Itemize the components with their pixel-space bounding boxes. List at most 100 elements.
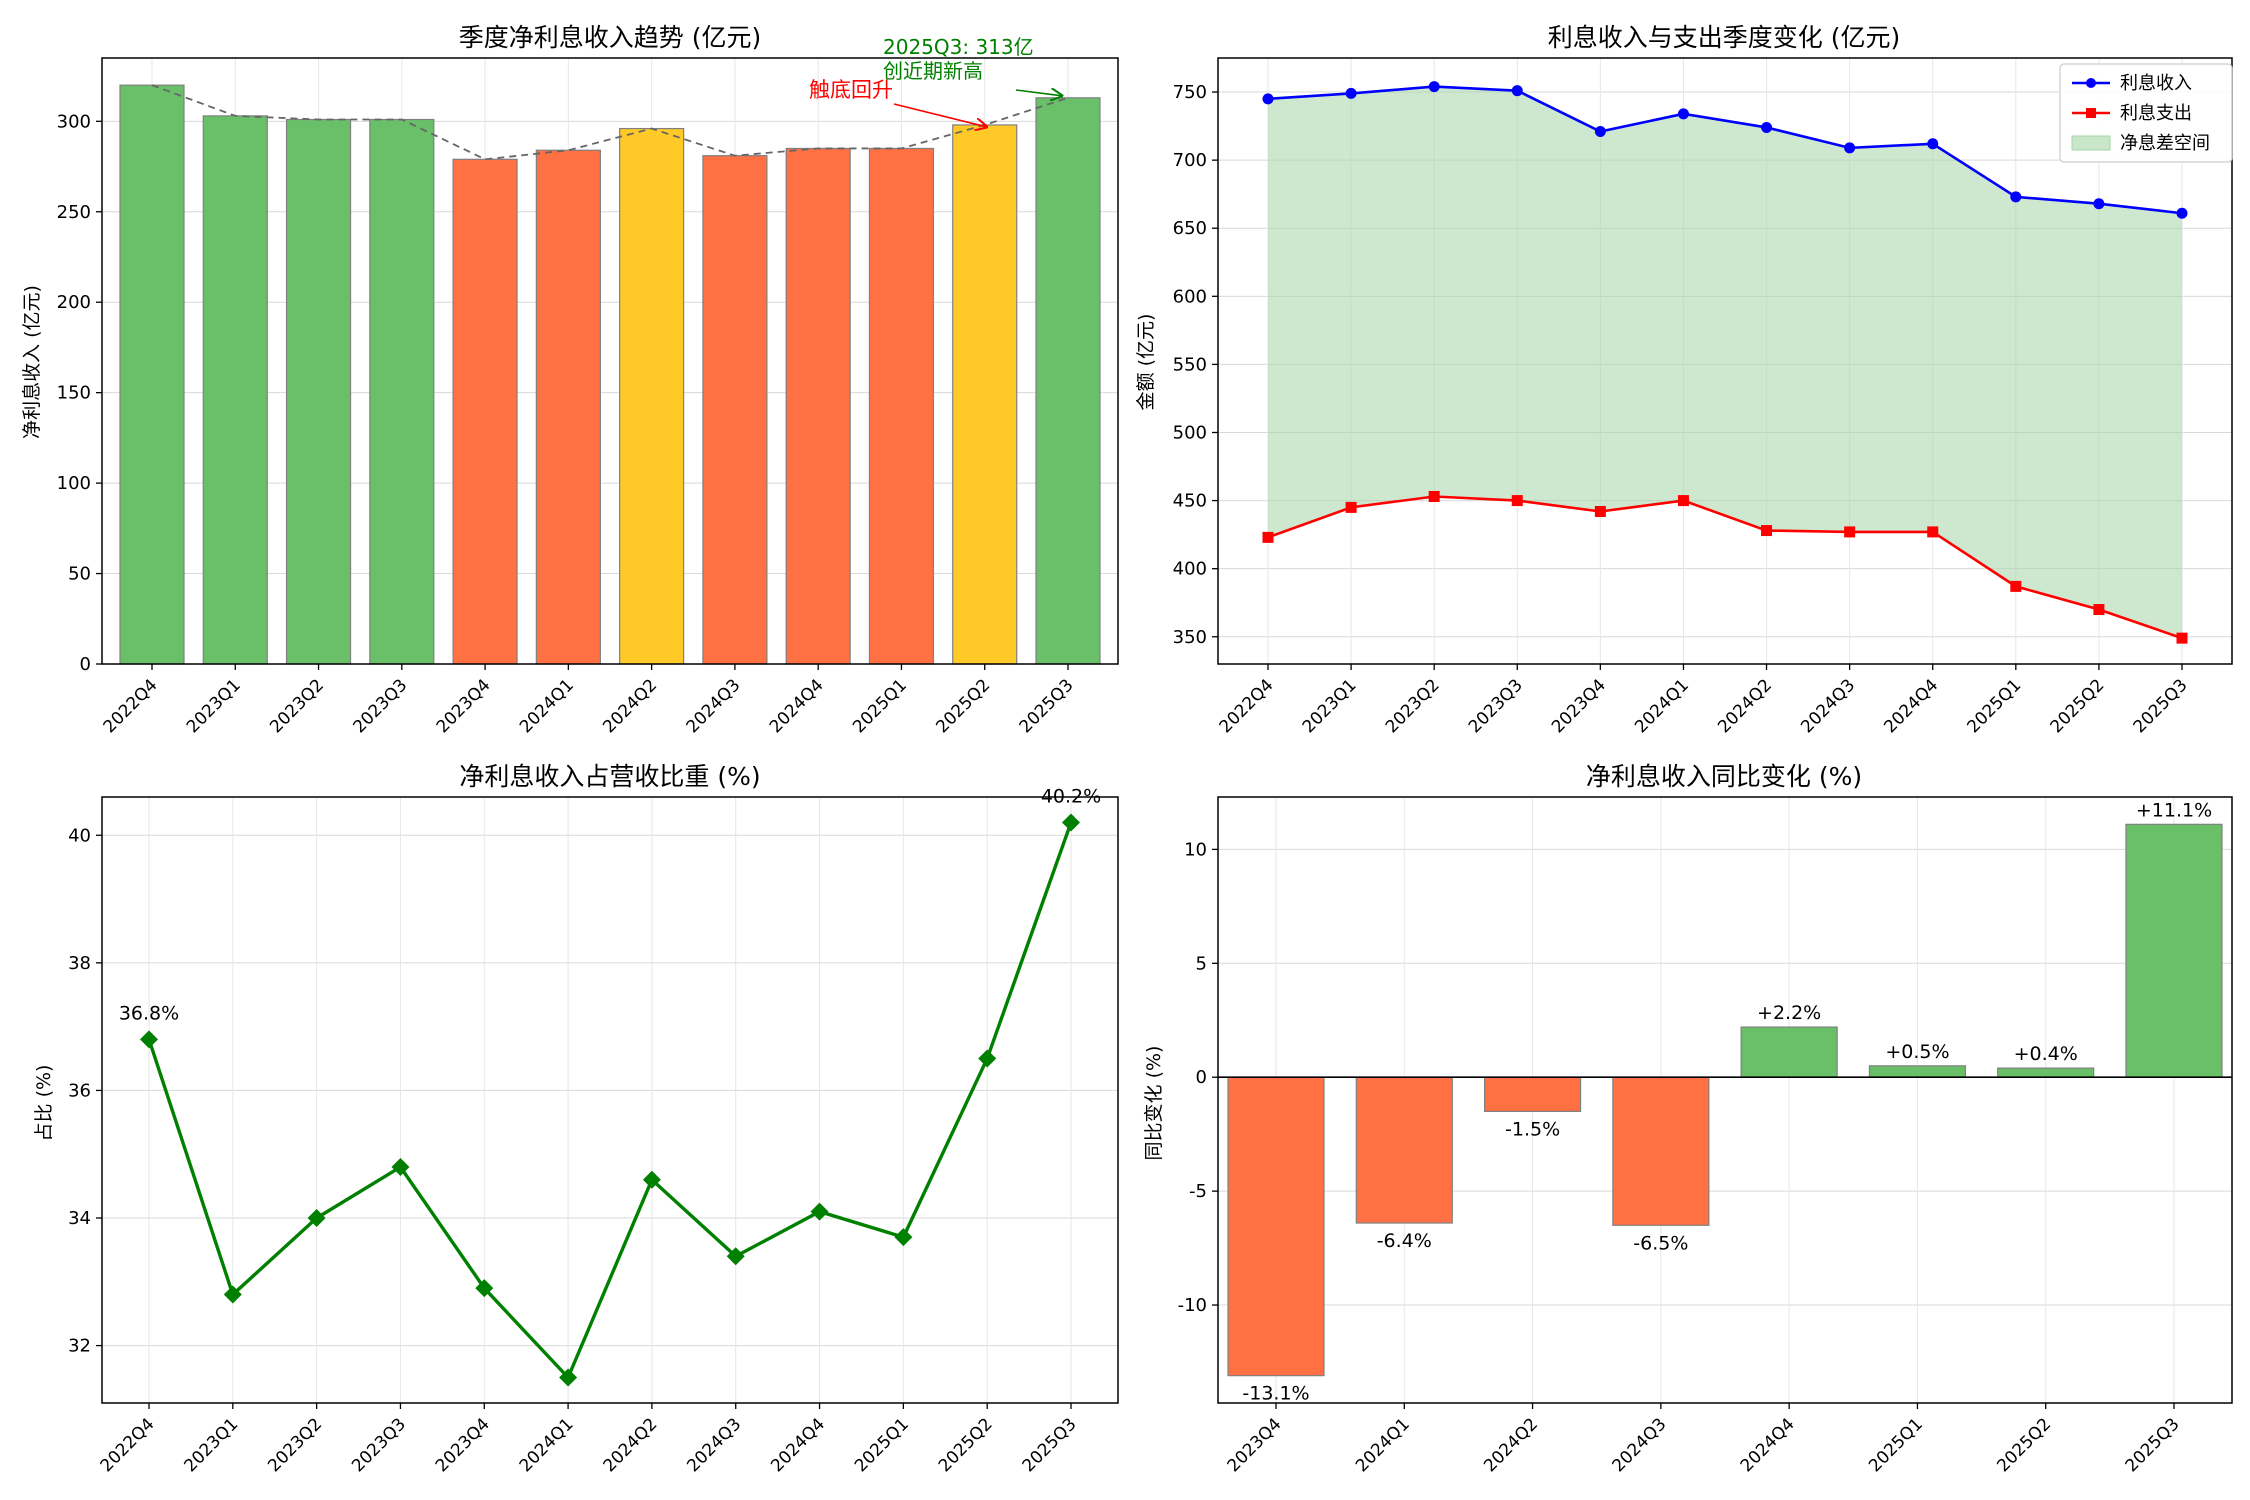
p2-xtick-label-4: 2023Q4 bbox=[1548, 675, 1610, 737]
p1-bar-2024Q2 bbox=[619, 127, 685, 665]
p4-bar-label-2024Q3: -6.5% bbox=[1633, 1232, 1688, 1254]
p4-xtick-label-0: 2023Q4 bbox=[1224, 1414, 1286, 1476]
p1-ytick-label-1: 50 bbox=[68, 564, 91, 585]
p2-ytick-label-5: 600 bbox=[1173, 286, 1207, 307]
p2-point-expense-2024Q2 bbox=[1761, 525, 1773, 537]
p3-point-2025Q2 bbox=[978, 1049, 997, 1068]
p3-ytick-label-0: 32 bbox=[68, 1336, 91, 1357]
p1-ytick-label-4: 200 bbox=[57, 292, 91, 313]
p4-bar-label-2024Q1: -6.4% bbox=[1377, 1230, 1432, 1252]
p1-xtick-label-0: 2022Q4 bbox=[100, 675, 162, 737]
p1-bar-2024Q1 bbox=[535, 149, 601, 665]
p2-ylabel: 金额 (亿元) bbox=[1135, 314, 1157, 411]
p3-xtick-label-11: 2025Q3 bbox=[1019, 1414, 1081, 1476]
p4-xtick-label-5: 2025Q1 bbox=[1865, 1414, 1927, 1476]
p3-point-label-0: 36.8% bbox=[119, 1002, 179, 1024]
p1-xtick-label-9: 2025Q1 bbox=[849, 675, 911, 737]
p1-title: 季度净利息收入趋势 (亿元) bbox=[459, 23, 761, 52]
p1-xtick-label-3: 2023Q3 bbox=[350, 675, 412, 737]
p1-xtick-label-4: 2023Q4 bbox=[433, 675, 495, 737]
legend-spread-swatch bbox=[2071, 135, 2111, 151]
p1-annotation-peak-line1: 2025Q3: 313亿 bbox=[883, 35, 1034, 59]
p1-ytick-label-3: 150 bbox=[57, 383, 91, 404]
p2-xtick-label-7: 2024Q3 bbox=[1797, 675, 1859, 737]
p4-bar-label-2025Q3: +11.1% bbox=[2136, 799, 2212, 821]
p3-point-2025Q1 bbox=[894, 1228, 913, 1247]
p1-axes-frame bbox=[101, 57, 1119, 665]
p1-bar-2024Q4 bbox=[785, 147, 851, 665]
p3-share-line bbox=[147, 821, 1073, 1381]
p1-bar-2025Q2 bbox=[952, 124, 1018, 665]
p3-xtick-label-2: 2023Q2 bbox=[264, 1414, 326, 1476]
p3-point-2024Q3 bbox=[726, 1247, 745, 1266]
p4-title: 净利息收入同比变化 (%) bbox=[1586, 762, 1862, 791]
p3-ytick-label-4: 40 bbox=[68, 825, 91, 846]
p2-ytick-label-2: 450 bbox=[1173, 491, 1207, 512]
p3-point-2023Q3 bbox=[391, 1157, 410, 1176]
p2-point-income-2022Q4 bbox=[1262, 93, 1274, 105]
p2-point-expense-2025Q1 bbox=[2010, 580, 2022, 592]
panel-nii-yoy-change: 净利息收入同比变化 (%) 同比变化 (%) -10 -5 0 5 10 2023Q4 20… bbox=[1143, 762, 2233, 1476]
p2-title: 利息收入与支出季度变化 (亿元) bbox=[1548, 23, 1900, 52]
p2-point-income-2025Q3 bbox=[2176, 207, 2188, 219]
p2-point-income-2023Q1 bbox=[1345, 87, 1357, 99]
p2-point-expense-2023Q3 bbox=[1511, 495, 1523, 507]
p4-xtick-label-7: 2025Q3 bbox=[2122, 1414, 2184, 1476]
p3-xtick-label-1: 2023Q1 bbox=[181, 1414, 243, 1476]
p2-xtick-label-5: 2024Q1 bbox=[1631, 675, 1693, 737]
p4-xtick-label-4: 2024Q4 bbox=[1737, 1414, 1799, 1476]
p4-ytick-label-4: 10 bbox=[1184, 839, 1207, 860]
p4-ytick-label-0: -10 bbox=[1178, 1295, 1207, 1316]
p2-point-expense-2023Q1 bbox=[1345, 501, 1357, 513]
p2-point-income-2023Q4 bbox=[1594, 126, 1606, 138]
p4-bar-2024Q2 bbox=[1483, 1076, 1582, 1112]
p2-xtick-label-2: 2023Q2 bbox=[1382, 675, 1444, 737]
p1-trend-line bbox=[151, 84, 1069, 161]
p2-xtick-label-3: 2023Q3 bbox=[1465, 675, 1527, 737]
p3-xtick-label-5: 2024Q1 bbox=[516, 1414, 578, 1476]
p1-xtick-label-7: 2024Q3 bbox=[683, 675, 745, 737]
p3-ytick-label-1: 34 bbox=[68, 1208, 91, 1229]
p3-xtick-label-0: 2022Q4 bbox=[97, 1414, 159, 1476]
p4-bar-label-2025Q1: +0.5% bbox=[1885, 1041, 1949, 1063]
p1-xtick-label-1: 2023Q1 bbox=[183, 675, 245, 737]
p1-ytick-label-6: 300 bbox=[57, 111, 91, 132]
p3-point-2024Q2 bbox=[642, 1170, 661, 1189]
p1-xtick-label-5: 2024Q1 bbox=[516, 675, 578, 737]
p2-point-expense-2025Q2 bbox=[2093, 604, 2105, 616]
p2-point-income-2024Q3 bbox=[1844, 142, 1856, 154]
p3-ytick-label-2: 36 bbox=[68, 1080, 91, 1101]
p4-bar-label-2025Q2: +0.4% bbox=[2014, 1043, 2078, 1065]
p4-ytick-label-3: 5 bbox=[1196, 953, 1207, 974]
p2-xtick-label-10: 2025Q2 bbox=[2047, 675, 2109, 737]
p1-xtick-label-11: 2025Q3 bbox=[1016, 675, 1078, 737]
p2-point-expense-2024Q3 bbox=[1844, 526, 1856, 538]
p2-xtick-label-6: 2024Q2 bbox=[1714, 675, 1776, 737]
p1-annotation-peak-line2: 创近期新高 bbox=[883, 59, 983, 83]
p2-point-income-2024Q2 bbox=[1761, 121, 1773, 133]
p3-point-2023Q4 bbox=[475, 1279, 494, 1298]
p4-bar-2024Q4 bbox=[1740, 1026, 1838, 1078]
p2-ytick-label-7: 700 bbox=[1173, 150, 1207, 171]
p4-bar-label-2024Q2: -1.5% bbox=[1505, 1118, 1560, 1140]
p4-bar-2025Q1 bbox=[1868, 1065, 1967, 1078]
p3-point-2024Q1 bbox=[559, 1368, 578, 1387]
p1-annotation-arrow-green bbox=[1015, 90, 1062, 96]
p4-xtick-label-1: 2024Q1 bbox=[1352, 1414, 1414, 1476]
p4-bar-label-2024Q4: +2.2% bbox=[1757, 1002, 1821, 1024]
p2-point-income-2023Q2 bbox=[1428, 81, 1440, 93]
p4-bar-2025Q3 bbox=[2125, 823, 2223, 1078]
p3-xtick-label-8: 2024Q4 bbox=[767, 1414, 829, 1476]
p1-bar-2024Q3 bbox=[702, 155, 768, 665]
p2-ytick-label-6: 650 bbox=[1173, 218, 1207, 239]
p1-ytick-label-2: 100 bbox=[57, 473, 91, 494]
panel-interest-income-expense: 利息收入与支出季度变化 (亿元) 金额 (亿元) 350 400 450 500 550… bbox=[1135, 23, 2233, 737]
p2-xtick-label-8: 2024Q4 bbox=[1880, 675, 1942, 737]
p2-point-expense-2024Q4 bbox=[1927, 526, 1939, 538]
p2-point-expense-2023Q4 bbox=[1594, 505, 1606, 517]
p1-bar-2023Q3 bbox=[369, 118, 435, 665]
p4-bar-label-2023Q4: -13.1% bbox=[1242, 1383, 1309, 1405]
p2-line-income bbox=[1267, 85, 2183, 215]
p2-line-expense bbox=[1267, 495, 2183, 640]
